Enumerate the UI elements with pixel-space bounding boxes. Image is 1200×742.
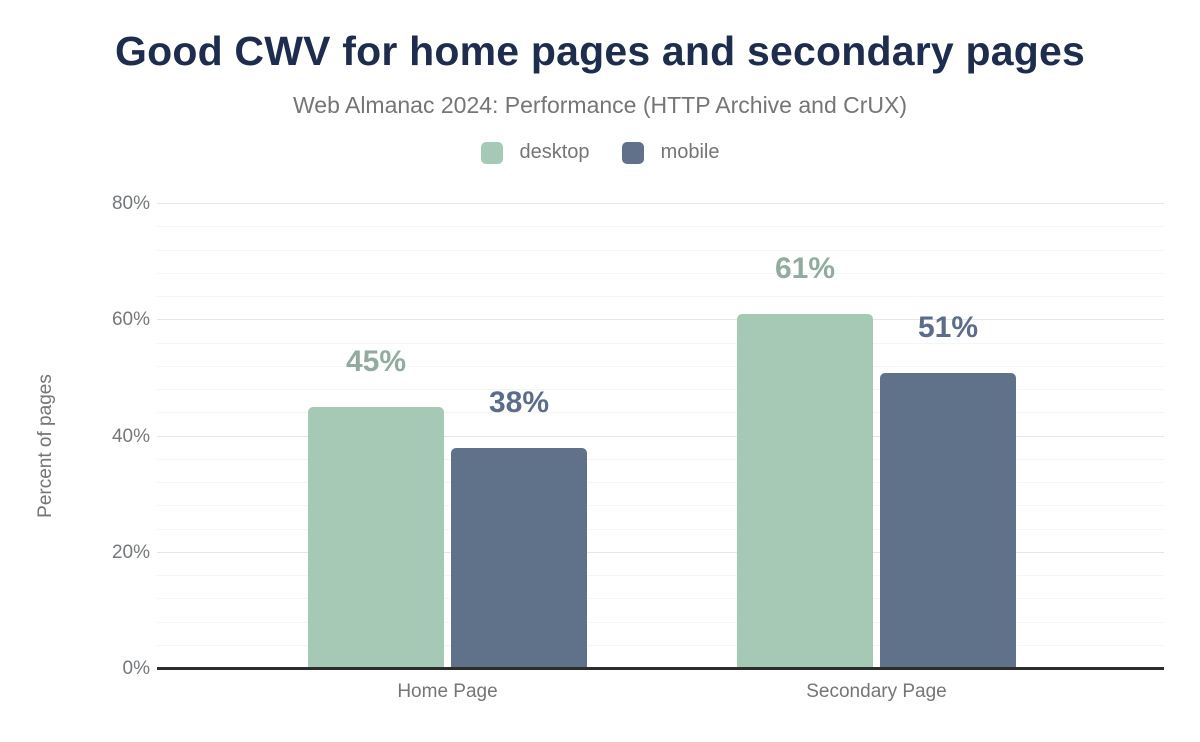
legend-item-mobile: mobile — [621, 141, 720, 164]
legend-item-desktop: desktop — [480, 141, 590, 164]
chart-subtitle: Web Almanac 2024: Performance (HTTP Arch… — [292, 92, 907, 118]
gridline-major — [157, 551, 1164, 553]
gridline-minor — [157, 528, 1164, 530]
legend-label: desktop — [519, 141, 590, 163]
legend-label: mobile — [660, 141, 720, 163]
gridline-minor — [157, 505, 1164, 507]
bar-desktop-secondary-page — [737, 314, 873, 669]
x-axis-line — [157, 667, 1164, 670]
x-category-label: Secondary Page — [806, 681, 947, 702]
gridline-minor — [157, 621, 1164, 623]
y-tick-label: 40% — [111, 425, 150, 447]
gridline-minor — [157, 598, 1164, 600]
y-tick-label: 20% — [111, 541, 150, 563]
gridline-minor — [157, 365, 1164, 367]
gridline-major — [157, 203, 1164, 204]
gridline-minor — [157, 575, 1164, 576]
gridline-minor — [157, 458, 1164, 460]
chart-title: Good CWV for home pages and secondary pa… — [115, 28, 1085, 74]
bar-value-label: 51% — [917, 310, 979, 344]
bar-value-label: 45% — [345, 345, 407, 379]
legend-swatch-desktop — [480, 141, 503, 164]
x-category-label: Home Page — [397, 681, 498, 702]
gridline-minor — [157, 482, 1164, 483]
bar-value-label: 61% — [774, 252, 836, 286]
gridline-minor — [157, 272, 1164, 274]
gridline-minor — [157, 226, 1164, 228]
y-tick-label: 80% — [111, 193, 150, 214]
y-tick-label: 60% — [111, 309, 150, 331]
gridline-minor — [157, 412, 1164, 414]
bar-desktop-home-page — [308, 407, 444, 669]
y-tick-label: 0% — [122, 658, 150, 679]
bar-mobile-home-page — [451, 448, 587, 669]
gridline-minor — [157, 342, 1164, 344]
gridline-major — [157, 319, 1164, 321]
legend-swatch-mobile — [621, 141, 644, 164]
gridline-major — [157, 435, 1164, 437]
bar-mobile-secondary-page — [880, 372, 1016, 669]
gridline-minor — [157, 389, 1164, 390]
plot-area: 45% 38% Home Page 61% 51% Secondary Page — [157, 203, 1164, 702]
bar-value-label: 38% — [488, 386, 550, 420]
legend: desktop mobile — [0, 141, 1200, 164]
gridline-minor — [157, 644, 1164, 646]
gridline-minor — [157, 296, 1164, 297]
y-axis-title: Percent of pages — [35, 374, 56, 518]
gridline-minor — [157, 249, 1164, 251]
